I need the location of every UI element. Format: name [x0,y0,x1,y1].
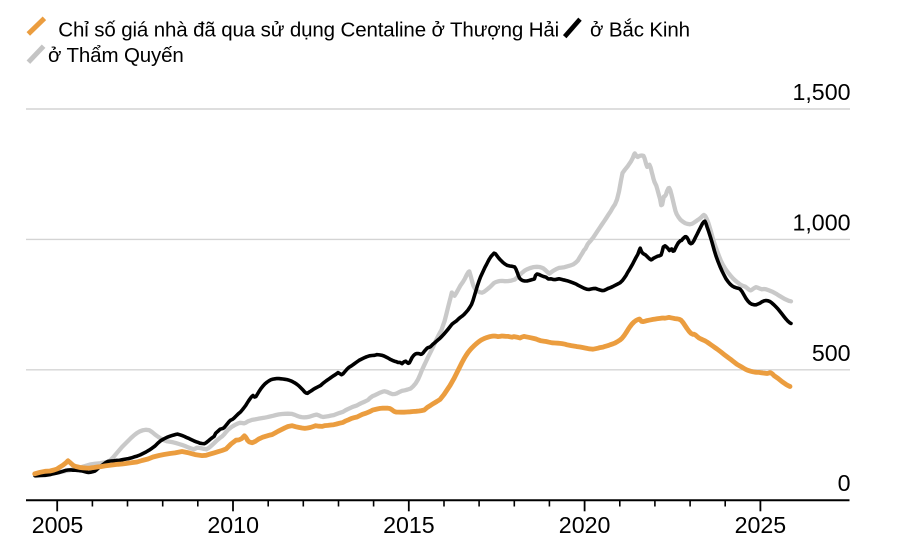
svg-text:2010: 2010 [207,512,259,538]
svg-text:Chỉ số giá nhà đã qua sử dụng: Chỉ số giá nhà đã qua sử dụng Centaline … [58,19,559,42]
svg-text:500: 500 [812,340,851,366]
svg-text:1,000: 1,000 [792,210,850,236]
svg-text:ở Thẩm Quyến: ở Thẩm Quyến [48,44,184,67]
svg-text:2025: 2025 [735,512,787,538]
svg-text:0: 0 [838,470,851,496]
svg-text:2005: 2005 [32,512,84,538]
svg-text:2020: 2020 [559,512,611,538]
svg-text:2015: 2015 [383,512,435,538]
svg-text:1,500: 1,500 [792,79,850,105]
svg-text:ở Bắc Kinh: ở Bắc Kinh [590,19,690,42]
